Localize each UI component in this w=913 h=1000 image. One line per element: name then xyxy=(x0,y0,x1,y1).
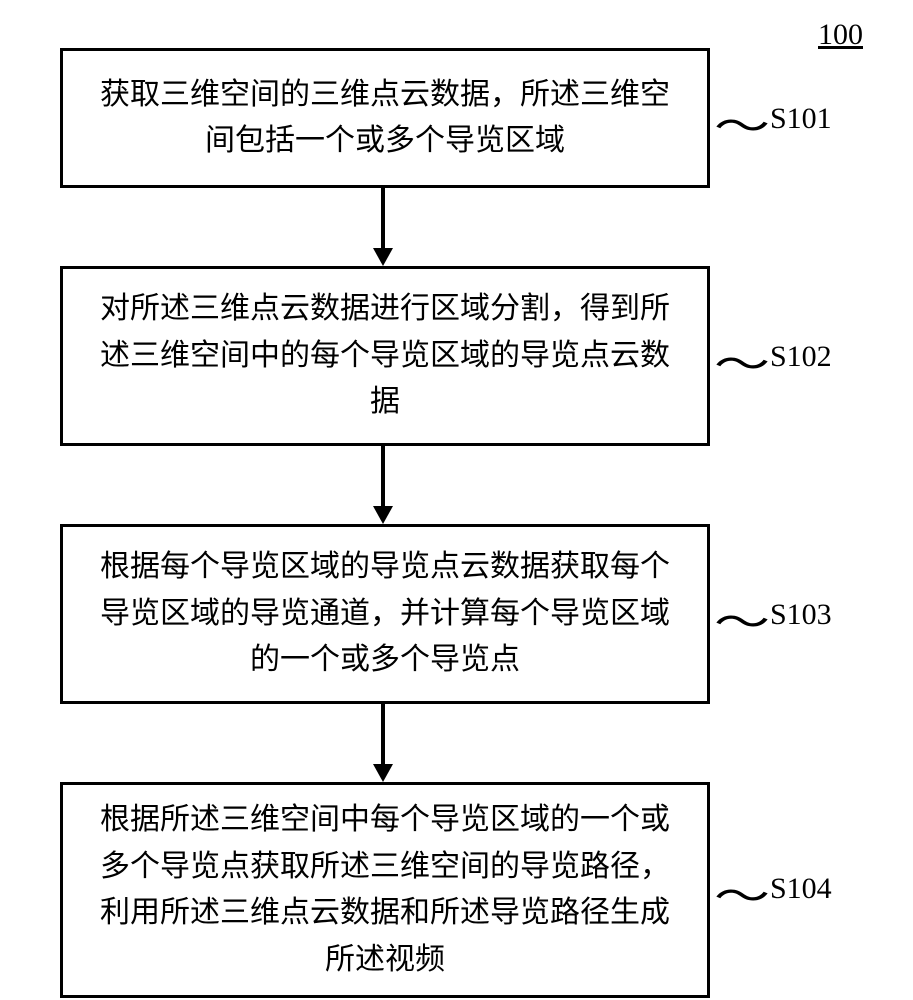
flow-node-text: 根据每个导览区域的导览点云数据获取每个导览区域的导览通道，并计算每个导览区域的一… xyxy=(93,544,677,684)
arrow-head-icon xyxy=(373,248,393,266)
arrow-line xyxy=(381,704,385,766)
flow-node-n2: 对所述三维点云数据进行区域分割，得到所述三维空间中的每个导览区域的导览点云数据 xyxy=(60,266,710,446)
flow-node-n4: 根据所述三维空间中每个导览区域的一个或多个导览点获取所述三维空间的导览路径，利用… xyxy=(60,782,710,998)
tilde-connector: ～ xyxy=(714,94,770,152)
step-label-S102: S102 xyxy=(770,340,832,374)
arrow-line xyxy=(381,188,385,250)
flow-node-text: 对所述三维点云数据进行区域分割，得到所述三维空间中的每个导览区域的导览点云数据 xyxy=(93,286,677,426)
step-label-S104: S104 xyxy=(770,872,832,906)
tilde-connector: ～ xyxy=(714,332,770,390)
flow-node-text: 根据所述三维空间中每个导览区域的一个或多个导览点获取所述三维空间的导览路径，利用… xyxy=(93,797,677,983)
flowchart-container: 100 获取三维空间的三维点云数据，所述三维空间包括一个或多个导览区域～S101… xyxy=(0,0,913,1000)
flow-node-n1: 获取三维空间的三维点云数据，所述三维空间包括一个或多个导览区域 xyxy=(60,48,710,188)
step-label-S103: S103 xyxy=(770,598,832,632)
arrow-head-icon xyxy=(373,506,393,524)
tilde-connector: ～ xyxy=(714,590,770,648)
step-label-S101: S101 xyxy=(770,102,832,136)
arrow-line xyxy=(381,446,385,508)
diagram-reference-number: 100 xyxy=(818,18,863,52)
tilde-connector: ～ xyxy=(714,864,770,922)
flow-node-n3: 根据每个导览区域的导览点云数据获取每个导览区域的导览通道，并计算每个导览区域的一… xyxy=(60,524,710,704)
arrow-head-icon xyxy=(373,764,393,782)
flow-node-text: 获取三维空间的三维点云数据，所述三维空间包括一个或多个导览区域 xyxy=(93,72,677,165)
